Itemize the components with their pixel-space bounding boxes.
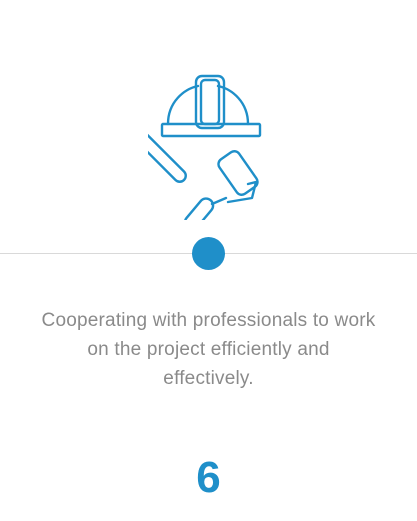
hardhat-tools-icon (148, 72, 268, 220)
step-description: Cooperating with professionals to work o… (41, 310, 376, 389)
timeline-dot (192, 237, 225, 270)
step-number: 6 (196, 453, 221, 502)
